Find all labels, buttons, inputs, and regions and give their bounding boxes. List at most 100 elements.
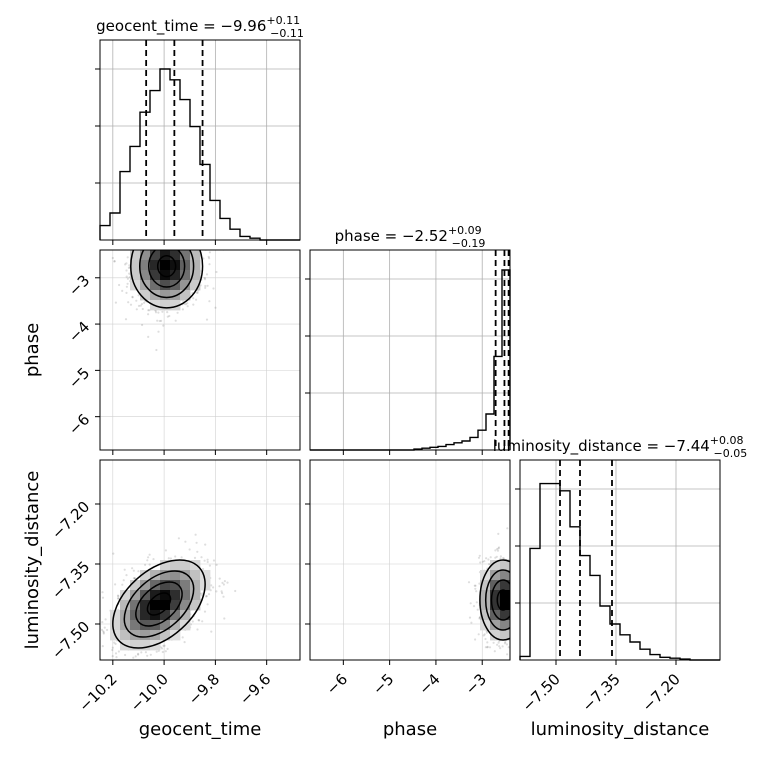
sample-point — [210, 630, 213, 633]
sample-point — [181, 308, 184, 311]
title-sup-phase: +0.09 — [448, 224, 482, 237]
sample-point — [161, 310, 164, 313]
sample-point — [98, 619, 100, 621]
sample-point — [507, 646, 510, 649]
sample-point — [81, 665, 83, 667]
sample-point — [186, 246, 188, 248]
sample-point — [172, 247, 174, 249]
sample-point — [522, 598, 524, 600]
y-tick-label-phase: −6 — [65, 410, 93, 438]
sample-point — [514, 594, 516, 596]
sample-point — [511, 600, 513, 602]
sample-point — [492, 641, 495, 644]
sample-point — [496, 548, 499, 551]
sample-point — [501, 557, 505, 560]
density-cell — [500, 590, 510, 601]
sample-point — [157, 242, 159, 244]
sample-point — [479, 561, 482, 564]
sample-point — [521, 613, 523, 615]
sample-point — [164, 650, 167, 653]
sample-point — [511, 594, 513, 596]
sample-point — [155, 348, 158, 352]
sample-point — [512, 593, 514, 595]
sample-point — [518, 610, 520, 612]
contours-geocent_time-phase — [130, 250, 204, 309]
sample-point — [204, 543, 207, 546]
sample-point — [200, 556, 203, 559]
sample-point — [129, 673, 131, 675]
sample-point — [158, 197, 160, 199]
sample-point — [206, 244, 208, 246]
sample-point — [475, 590, 478, 593]
sample-point — [521, 600, 523, 602]
sample-point — [467, 581, 471, 584]
sample-point — [125, 574, 128, 577]
sample-point — [517, 613, 519, 615]
sample-point — [164, 247, 166, 249]
sample-point — [135, 232, 137, 234]
sample-point — [188, 548, 191, 551]
sample-point — [477, 556, 481, 559]
sample-point — [172, 241, 174, 243]
sample-point — [511, 592, 513, 594]
sample-point — [513, 598, 515, 600]
sample-point — [146, 247, 148, 249]
sample-point — [504, 641, 507, 644]
sample-point — [160, 647, 164, 650]
density-cell — [160, 630, 171, 641]
sample-point — [133, 241, 135, 243]
sample-point — [153, 663, 155, 665]
sample-point — [101, 621, 104, 624]
sample-point — [201, 592, 204, 595]
sample-point — [521, 608, 523, 610]
sample-point — [152, 232, 154, 234]
sample-point — [522, 573, 524, 575]
sample-point — [169, 237, 171, 239]
sample-point — [516, 629, 518, 631]
sample-point — [125, 275, 128, 278]
density-cell — [130, 580, 141, 591]
sample-point — [212, 559, 216, 562]
density-cell — [500, 580, 510, 591]
density-cell — [130, 270, 141, 281]
sample-point — [190, 238, 192, 240]
sample-point — [113, 260, 116, 263]
sample-point — [218, 585, 221, 588]
sample-point — [496, 549, 500, 552]
sample-point — [484, 637, 487, 641]
density-cell — [110, 610, 121, 621]
density-cell — [490, 560, 501, 571]
sample-point — [156, 247, 158, 249]
sample-point — [195, 244, 197, 246]
sample-point — [183, 247, 185, 249]
sample-point — [517, 600, 519, 602]
density-cell — [150, 270, 161, 281]
sample-point — [513, 607, 515, 609]
sample-point — [505, 643, 508, 646]
density-cell — [150, 570, 161, 581]
sample-point — [469, 602, 472, 605]
sample-point — [158, 229, 160, 231]
sample-point — [515, 598, 517, 600]
sample-point — [515, 606, 517, 608]
sample-point — [512, 621, 514, 623]
sample-point — [128, 235, 130, 237]
sample-point — [512, 585, 514, 587]
histogram-phase — [310, 250, 511, 451]
sample-point — [512, 574, 514, 576]
sample-point — [488, 563, 491, 566]
x-tick-label-luminosity_distance: −7.20 — [639, 670, 684, 715]
sample-point — [161, 231, 163, 233]
sample-point — [168, 245, 170, 247]
sample-point — [195, 541, 198, 544]
sample-point — [119, 663, 121, 665]
sample-point — [179, 247, 181, 249]
sample-point — [133, 577, 136, 580]
sample-point — [146, 559, 149, 562]
sample-point — [526, 611, 528, 613]
sample-point — [474, 587, 477, 590]
sample-point — [514, 622, 516, 624]
density-cell — [180, 280, 191, 291]
sample-point — [210, 584, 213, 587]
density-cell — [140, 260, 151, 271]
